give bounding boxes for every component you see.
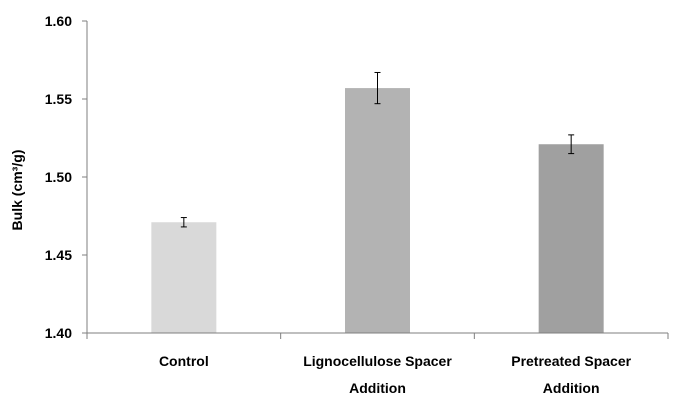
- bars: [151, 71, 604, 333]
- x-tick-label: Lignocellulose Spacer Addition: [303, 353, 452, 396]
- bar: [345, 88, 410, 333]
- y-axis: 1.40 1.45 1.50 1.55 1.60: [45, 13, 88, 341]
- y-tick-label: 1.55: [45, 91, 72, 107]
- y-tick-label: 1.45: [45, 247, 72, 263]
- y-tick-label: 1.40: [45, 325, 72, 341]
- x-tick-label: Pretreated Spacer Addition: [511, 353, 631, 396]
- y-axis-title: Bulk (cm³/g): [9, 150, 25, 231]
- bar: [538, 144, 604, 333]
- bar: [151, 222, 217, 333]
- x-tick-label: Control: [159, 353, 209, 369]
- x-axis: Control Lignocellulose Spacer Addition Pret…: [86, 332, 669, 396]
- y-tick-label: 1.60: [45, 13, 72, 29]
- y-tick-label: 1.50: [45, 169, 72, 185]
